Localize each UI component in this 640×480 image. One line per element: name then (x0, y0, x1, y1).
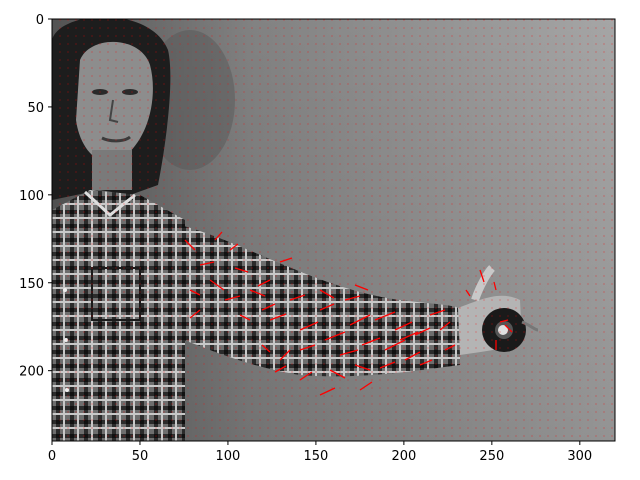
photo (52, 19, 615, 441)
y-tick-label: 150 (19, 277, 44, 292)
y-tick-label: 100 (19, 189, 44, 204)
x-tick-label: 50 (132, 449, 149, 464)
x-axis-ticks: 0 50 100 150 200 250 300 (48, 441, 592, 464)
x-tick-label: 300 (567, 449, 592, 464)
x-tick-label: 250 (479, 449, 504, 464)
x-tick-label: 200 (391, 449, 416, 464)
axes-frame (51, 18, 616, 442)
x-tick-label: 0 (48, 449, 56, 464)
y-tick-label: 200 (19, 365, 44, 380)
y-tick-label: 0 (36, 13, 44, 28)
y-axis-ticks: 0 50 100 150 200 (19, 13, 52, 380)
x-tick-label: 100 (216, 449, 241, 464)
flow-vectors (184, 231, 513, 396)
x-tick-label: 150 (303, 449, 328, 464)
y-tick-label: 50 (27, 101, 44, 116)
